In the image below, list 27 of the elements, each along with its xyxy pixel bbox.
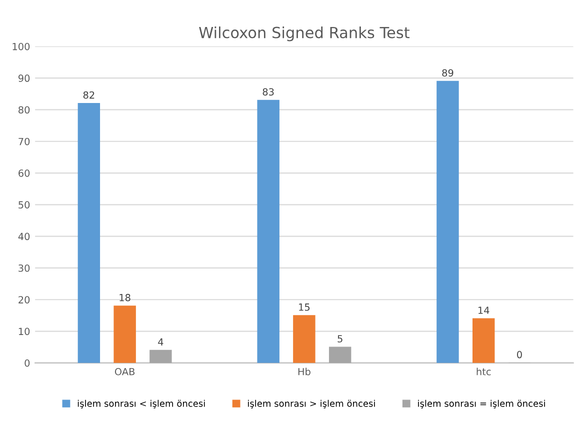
legend-label: işlem sonrası > işlem öncesi <box>248 400 375 408</box>
legend-label: işlem sonrası < işlem öncesi <box>78 400 205 408</box>
data-label: 15 <box>299 304 310 311</box>
y-tick-label: 90 <box>18 74 30 82</box>
x-tick-label: Hb <box>298 368 310 376</box>
y-tick-label: 70 <box>18 138 30 146</box>
data-label: 83 <box>262 88 274 96</box>
y-tick-label: 20 <box>18 296 30 304</box>
y-tick-label: 30 <box>18 264 30 272</box>
data-label: 18 <box>120 294 130 302</box>
x-tick-label: htc <box>476 368 491 376</box>
y-tick-label: 10 <box>18 328 30 336</box>
data-label: 82 <box>83 91 94 99</box>
chart-title: Wilcoxon Signed Ranks Test <box>199 26 410 42</box>
y-tick-label: 60 <box>18 170 30 177</box>
data-label: 0 <box>517 350 522 358</box>
data-label: 4 <box>158 338 164 346</box>
y-tick-label: 40 <box>18 232 30 240</box>
legend-label: işlem sonrası = işlem öncesi <box>418 400 545 408</box>
data-label: 5 <box>338 335 342 342</box>
y-tick-label: 0 <box>24 359 30 367</box>
data-label: 14 <box>478 306 490 314</box>
data-label: 89 <box>442 69 454 77</box>
x-tick-label: OAB <box>114 368 135 376</box>
y-tick-label: 50 <box>18 201 30 208</box>
y-tick-label: 80 <box>18 106 30 114</box>
y-tick-label: 100 <box>12 42 30 50</box>
